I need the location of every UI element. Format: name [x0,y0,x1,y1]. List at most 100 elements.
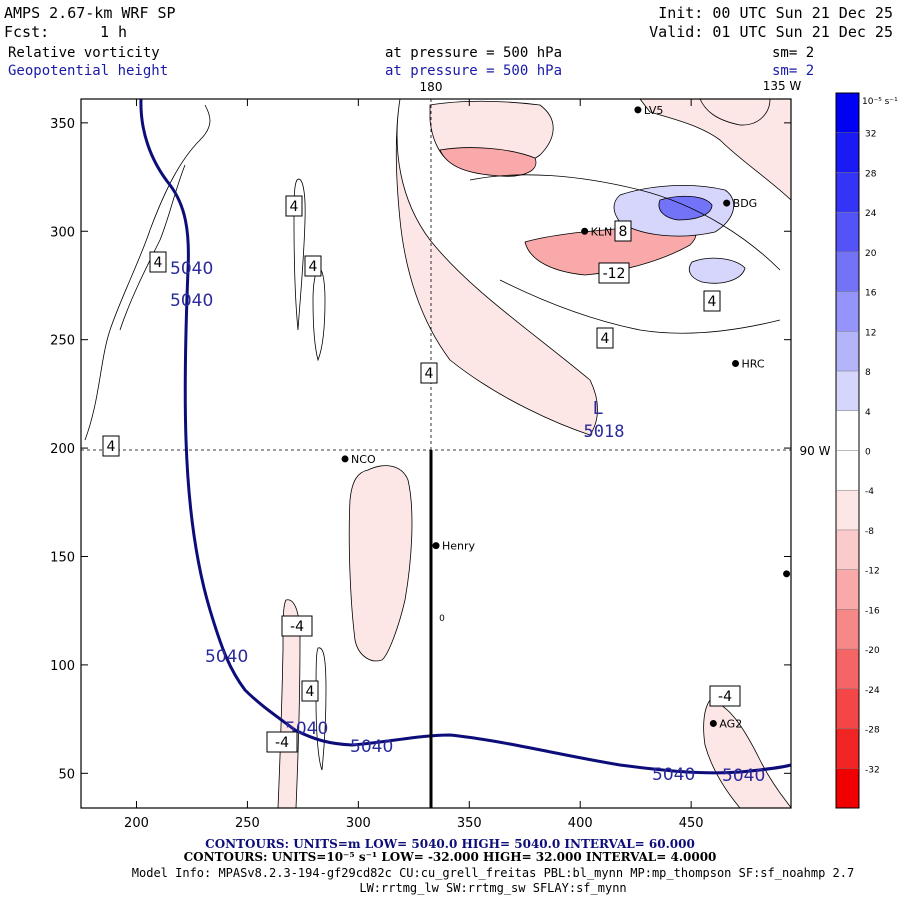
colorbar-swatch [836,688,859,729]
height-label: 5040 [652,765,695,785]
vorticity-label-box [301,680,319,702]
height-label: 5040 [350,737,393,757]
contour-strip-south [315,647,327,771]
y-tick-label: 200 [50,442,75,457]
contour-band-right-2 [499,279,781,334]
vorticity-fill-strong-negative [439,147,697,276]
vorticity-label-box [420,362,438,384]
vorticity-region-bdg-core [658,195,713,221]
station-marker [432,542,440,550]
colorbar-label: 12 [865,328,876,338]
colorbar-label: -4 [865,487,874,497]
contour-strip-b [312,268,326,362]
height-label: 5040 [205,647,248,667]
colorbar-label: -20 [865,646,880,656]
field2-level: at pressure = 500 hPa [385,63,562,79]
vorticity-label-box [149,251,167,273]
vorticity-label: -4 [718,689,732,705]
lon-label-180: 180 [420,80,443,94]
colorbar-swatch [836,132,859,173]
vorticity-label: 4 [154,255,163,271]
height-label: 5040 [170,259,213,279]
colorbar-swatch [836,728,859,769]
colorbar-label: 0 [865,448,871,458]
colorbar-swatch [836,529,859,570]
x-axis: 200 250 300 350 400 450 [124,99,704,831]
forecast-value: 1 h [100,23,127,41]
footer-model-info: Model Info: MPASv8.2.3-194-gf29cd82c CU:… [132,866,854,880]
vorticity-label: 4 [708,294,717,310]
colorbar-label: -8 [865,527,874,537]
station-label: Henry [442,540,476,553]
station-marker [634,106,642,114]
x-tick-label: 200 [124,816,149,831]
station-label: KLN [591,225,613,238]
low-symbol: L [593,398,604,419]
colorbar-swatch [836,371,859,411]
footer-height-contours: CONTOURS: UNITS=m LOW= 5040.0 HIGH= 5040… [205,837,695,851]
y-tick-label: 150 [50,550,75,565]
vorticity-band-kln [524,224,697,276]
colorbar-label: -28 [865,726,880,736]
colorbar-swatch [836,569,859,610]
vorticity-label-box [596,327,614,349]
colorbar-swatch [836,410,859,451]
colorbar-label: 28 [865,169,877,179]
colorbar: 10⁻⁵ s⁻¹ 32 28 24 20 16 12 8 4 0 -4 -8 -12 -16 -20 -24… [835,92,898,809]
vorticity-fill-negative [277,98,792,809]
footer-physics-info: LW:rrtmg_lw SW:rrtmg_sw SFLAY:sf_mynn [359,881,626,895]
graticule [81,99,791,451]
vorticity-label-box [285,195,303,217]
geopotential-contour [139,98,792,775]
vorticity-label: 4 [425,366,434,382]
lon-label-90w: 90 W [800,444,831,458]
station-marker [581,227,589,235]
colorbar-unit: 10⁻⁵ s⁻¹ [862,97,898,107]
station-label: NCO [351,453,376,466]
height-label: 5040 [170,291,213,311]
lon-label-135w: 135 W [763,79,802,93]
colorbar-swatch [836,93,859,133]
vorticity-label: 4 [290,199,299,215]
field2-name: Geopotential height [8,63,168,79]
vorticity-region-arc [395,98,598,436]
colorbar-label: 32 [865,130,876,140]
colorbar-swatch [836,172,859,213]
vorticity-label: 0 [439,614,445,624]
stations: LV5 BDG KLN HRC NCO Henry AG2 [341,104,791,730]
station-marker [783,570,791,578]
plot-frame [80,98,792,809]
colorbar-swatch [836,291,859,332]
colorbar-swatch [836,490,859,530]
vorticity-label: -4 [275,735,289,751]
init-time: Init: 00 UTC Sun 21 Dec 25 [658,4,893,22]
vorticity-label: 4 [309,259,318,275]
contour-west-outline [84,104,211,441]
vorticity-label-box [614,220,632,242]
vorticity-labels: 4 4 4 4 4 4 8 -12 4 -4 4 -4 -4 0 [102,195,741,753]
vorticity-label-box [703,290,721,312]
colorbar-label: -32 [865,765,880,775]
colorbar-label: -24 [865,686,880,696]
y-tick-label: 50 [58,767,75,782]
x-tick-label: 300 [346,816,371,831]
colorbar-label: 4 [865,408,871,418]
colorbar-swatch [836,649,859,689]
y-axis: 350 300 250 200 150 100 50 [50,117,791,782]
y-tick-label: 250 [50,334,75,349]
valid-time: Valid: 01 UTC Sun 21 Dec 25 [649,23,893,41]
vorticity-fill-positive [613,185,746,284]
station-label: LV5 [644,104,663,117]
height-label: 5040 [722,766,765,786]
x-tick-label: 250 [235,816,260,831]
vorticity-label-box [598,262,630,284]
vorticity-label: 4 [306,684,315,700]
x-tick-label: 450 [679,816,704,831]
vorticity-label-box [102,435,120,457]
vorticity-region-topright [639,98,792,201]
colorbar-swatch [836,251,859,292]
vorticity-region-center [348,465,413,662]
vorticity-label: 4 [601,331,610,347]
station-label: HRC [742,358,765,371]
y-tick-label: 100 [50,659,75,674]
